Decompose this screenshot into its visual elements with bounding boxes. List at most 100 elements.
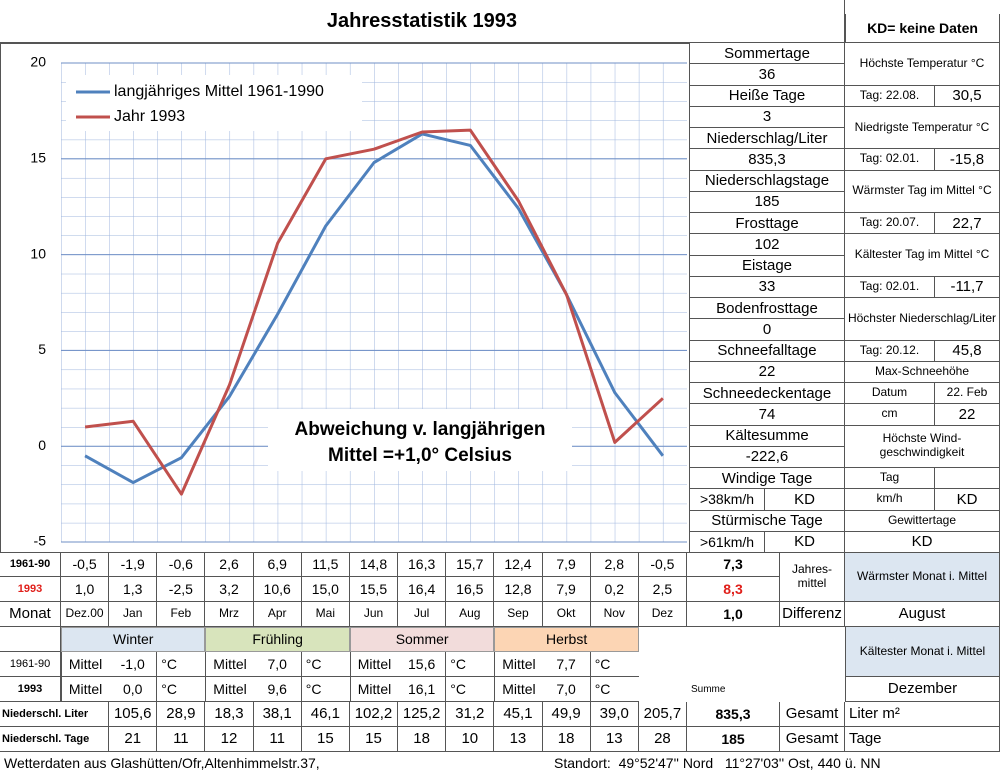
record-value: -15,8 bbox=[935, 149, 1000, 171]
month: Dez bbox=[638, 602, 687, 627]
warmest-month: August bbox=[845, 602, 1000, 627]
precip-value: 12 bbox=[205, 727, 254, 752]
data-note: KD= keine Daten bbox=[845, 14, 1000, 43]
season-label: Mittel bbox=[205, 652, 254, 677]
precip-value: 39,0 bbox=[590, 702, 639, 727]
season-value: 16,1 bbox=[398, 677, 447, 702]
temp-longterm: 16,3 bbox=[398, 553, 447, 577]
diff-label: Differenz bbox=[780, 602, 845, 627]
temp-longterm: 15,7 bbox=[446, 553, 495, 577]
season-label: Mittel bbox=[349, 652, 399, 677]
temp-longterm: -0,5 bbox=[61, 553, 110, 577]
stat-value: 74 bbox=[690, 404, 845, 426]
season-name: Frühling bbox=[205, 627, 350, 652]
stat-sub: >38km/h bbox=[690, 489, 765, 511]
stat-value: 33 bbox=[690, 276, 845, 298]
blank bbox=[0, 627, 61, 652]
wind-day-label: Tag bbox=[845, 468, 935, 490]
season-unit: °C bbox=[446, 652, 495, 677]
month: Aug bbox=[446, 602, 495, 627]
season-label: Mittel bbox=[61, 677, 110, 702]
wind-value: KD bbox=[935, 489, 1000, 511]
season-label: Mittel bbox=[61, 652, 110, 677]
footer-source: Wetterdaten aus Glashütten/Ofr,Altenhimm… bbox=[4, 755, 320, 772]
stat-label: Schneefalltage bbox=[690, 340, 845, 362]
precip-value: 13 bbox=[590, 727, 639, 752]
record-value: 45,8 bbox=[935, 340, 1000, 362]
mean-longterm: 7,3 bbox=[687, 553, 780, 577]
snow-unit: cm bbox=[845, 404, 935, 426]
thunder-value: KD bbox=[845, 531, 1000, 553]
record-label: Höchster Niederschlag/Liter bbox=[845, 298, 1000, 341]
temp-longterm: 2,8 bbox=[590, 553, 639, 577]
precip-value: 15 bbox=[349, 727, 399, 752]
record-value: 30,5 bbox=[935, 85, 1000, 107]
y-tick-label: 5 bbox=[38, 341, 46, 357]
temp-1993: 0,2 bbox=[590, 577, 639, 602]
season-name: Sommer bbox=[349, 627, 495, 652]
season-value: 7,0 bbox=[253, 652, 302, 677]
wind-unit: km/h bbox=[845, 489, 935, 511]
stat-label: Heiße Tage bbox=[690, 85, 845, 107]
stat-label: Frosttage bbox=[690, 213, 845, 235]
stat-value: 22 bbox=[690, 361, 845, 383]
blank bbox=[639, 627, 687, 702]
mean-1993: 8,3 bbox=[687, 577, 780, 602]
season-unit: °C bbox=[157, 677, 206, 702]
record-label: Niedrigste Temperatur °C bbox=[845, 106, 1000, 150]
precip-value: 13 bbox=[494, 727, 543, 752]
season-label: Mittel bbox=[205, 677, 254, 702]
wind-label: Höchste Wind-geschwindigkeit bbox=[845, 425, 1000, 468]
snow-value: 22 bbox=[935, 404, 1000, 426]
record-value: -11,7 bbox=[935, 276, 1000, 298]
month: Nov bbox=[590, 602, 639, 627]
stat-value: KD bbox=[765, 531, 845, 553]
snow-label: Max-Schneehöhe bbox=[845, 361, 1000, 383]
row-label: Monat bbox=[0, 602, 61, 627]
precip-total: 185 bbox=[687, 727, 780, 752]
season-unit: °C bbox=[301, 677, 350, 702]
total-unit: Liter m² bbox=[845, 702, 1000, 727]
precip-value: 18 bbox=[542, 727, 591, 752]
season-label: Mittel bbox=[494, 652, 543, 677]
stat-value: 185 bbox=[690, 191, 845, 213]
season-label: Mittel bbox=[349, 677, 399, 702]
season-unit: °C bbox=[301, 652, 350, 677]
record-label: Höchste Temperatur °C bbox=[845, 43, 1000, 86]
season-value: 7,0 bbox=[542, 677, 591, 702]
blank bbox=[687, 627, 845, 677]
row-label: Niederschl. Tage bbox=[0, 727, 110, 752]
stat-label: Kältesumme bbox=[690, 425, 845, 447]
y-tick-label: 15 bbox=[30, 150, 46, 166]
month: Apr bbox=[253, 602, 302, 627]
month: Jun bbox=[349, 602, 399, 627]
month: Jan bbox=[109, 602, 158, 627]
precip-total: 835,3 bbox=[687, 702, 780, 727]
stat-value: 3 bbox=[690, 106, 845, 128]
stat-label: Sommertage bbox=[690, 43, 845, 65]
season-unit: °C bbox=[157, 652, 206, 677]
precip-value: 49,9 bbox=[542, 702, 591, 727]
stat-label: Bodenfrosttage bbox=[690, 298, 845, 320]
season-unit: °C bbox=[446, 677, 495, 702]
record-day: Tag: 02.01. bbox=[845, 276, 935, 298]
season-value: 9,6 bbox=[253, 677, 302, 702]
snow-date: 22. Feb bbox=[935, 383, 1000, 405]
row-label: 1993 bbox=[0, 677, 61, 702]
y-tick-label: 10 bbox=[30, 245, 46, 261]
season-unit: °C bbox=[590, 652, 639, 677]
legend-box bbox=[66, 75, 362, 131]
temp-1993: 16,4 bbox=[398, 577, 447, 602]
y-tick-label: 20 bbox=[30, 54, 46, 70]
y-tick-label: -5 bbox=[34, 533, 47, 549]
record-day: Tag: 20.07. bbox=[845, 213, 935, 235]
temp-1993: 16,5 bbox=[446, 577, 495, 602]
stat-label: Windige Tage bbox=[690, 468, 845, 490]
precip-value: 105,6 bbox=[109, 702, 158, 727]
page-title: Jahresstatistik 1993 bbox=[0, 0, 845, 43]
temp-longterm: 12,4 bbox=[494, 553, 543, 577]
precip-value: 18 bbox=[398, 727, 447, 752]
footer-location: Standort: 49°52'47'' Nord 11°27'03'' Ost… bbox=[554, 755, 881, 772]
precip-value: 28,9 bbox=[157, 702, 206, 727]
precip-value: 125,2 bbox=[398, 702, 447, 727]
